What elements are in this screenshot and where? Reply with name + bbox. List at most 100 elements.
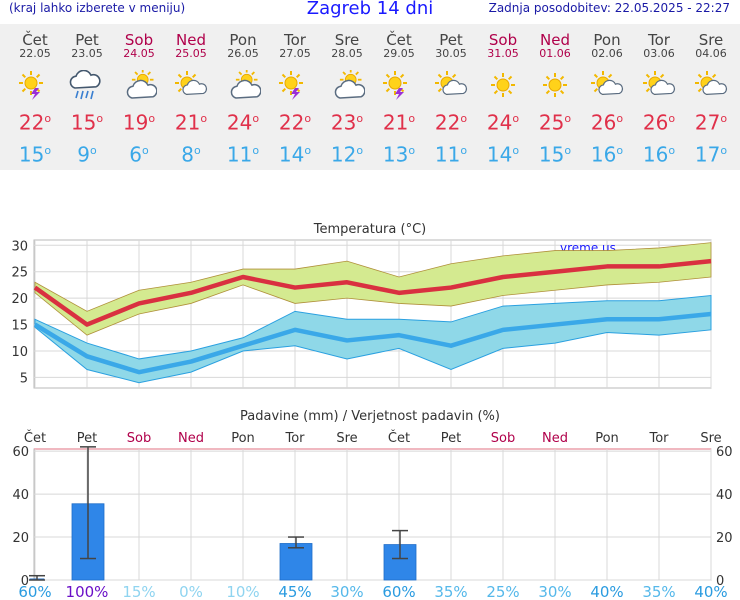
rain-tick-right: 40 (716, 488, 733, 503)
precip-probability: 45% (278, 583, 311, 600)
day-name: Tor (648, 31, 670, 49)
max-temp: 26o (642, 110, 676, 135)
partly-sunny-icon (435, 71, 468, 96)
thunderstorm-sun-icon (19, 71, 43, 100)
day-name: Sob (124, 31, 154, 49)
rain-day-label: Pet (77, 431, 97, 446)
thunderstorm-sun-icon (383, 71, 407, 100)
precip-probability: 100% (66, 583, 109, 600)
day-name: Pon (229, 31, 257, 49)
max-temp: 21o (174, 110, 208, 135)
temp-tick-label: 5 (20, 371, 28, 386)
temp-tick-label: 10 (11, 345, 28, 360)
day-date: 31.05 (487, 47, 519, 60)
day-column: Sob 24.05 19o 6o (113, 32, 165, 165)
day-name: Ned (176, 31, 206, 49)
day-name: Pon (593, 31, 621, 49)
rain-tick-left: 60 (12, 445, 29, 460)
min-temp: 9o (77, 142, 97, 167)
day-column: Ned 01.06 25o 15o (529, 32, 581, 165)
temp-tick-label: 25 (11, 266, 28, 281)
precip-probability: 15% (122, 583, 155, 600)
rain-day-label: Čet (24, 430, 46, 446)
min-temp: 11o (226, 142, 260, 167)
last-update: Zadnja posodobitev: 22.05.2025 - 22:27 (488, 1, 730, 15)
day-column: Pon 02.06 26o 16o (581, 32, 633, 165)
rain-day-label: Pet (441, 431, 461, 446)
day-date: 01.06 (539, 47, 571, 60)
day-date: 02.06 (591, 47, 623, 60)
day-name: Čet (22, 31, 48, 49)
rain-chart-title: Padavine (mm) / Verjetnost padavin (%) (240, 409, 500, 424)
day-name: Čet (386, 31, 412, 49)
rain-day-label: Sob (127, 431, 151, 446)
rain-day-label: Pon (231, 431, 255, 446)
min-temp: 11o (434, 142, 468, 167)
sun-behind-cloud-icon (126, 70, 157, 99)
day-name: Sre (698, 31, 724, 49)
rain-day-label: Tor (284, 431, 305, 446)
max-temp: 23o (330, 110, 364, 135)
precip-probability: 35% (434, 583, 467, 600)
max-temp: 22o (434, 110, 468, 135)
temp-chart-title: Temperatura (°C) (313, 222, 426, 237)
day-name: Pet (439, 31, 463, 49)
rain-day-label: Ned (178, 431, 204, 446)
day-column: Čet 22.05 22o 15o (9, 32, 61, 165)
precip-probability: 30% (330, 583, 363, 600)
day-date: 23.05 (71, 47, 103, 60)
sun-icon (543, 73, 567, 97)
day-date: 25.05 (175, 47, 207, 60)
day-name: Ned (540, 31, 570, 49)
precip-probability: 60% (18, 583, 51, 600)
min-temp: 12o (330, 142, 364, 167)
day-date: 28.05 (331, 47, 363, 60)
day-name: Pet (75, 31, 99, 49)
precip-probability: 30% (538, 583, 571, 600)
rain-day-label: Sre (700, 431, 721, 446)
min-temp: 15o (538, 142, 572, 167)
day-column: Sre 28.05 23o 12o (321, 32, 373, 165)
precip-probability: 10% (226, 583, 259, 600)
max-temp: 22o (18, 110, 52, 135)
day-column: Ned 25.05 21o 8o (165, 32, 217, 165)
max-temp-line (33, 258, 712, 327)
max-temp: 26o (590, 110, 624, 135)
min-temp-line (33, 311, 712, 375)
max-temp: 24o (486, 110, 520, 135)
precip-probability: 0% (179, 583, 203, 600)
temp-tick-label: 15 (11, 319, 28, 334)
min-temp: 14o (486, 142, 520, 167)
day-date: 29.05 (383, 47, 415, 60)
rain-plot-area (33, 448, 712, 581)
partly-sunny-icon (175, 71, 208, 96)
min-temp: 15o (18, 142, 52, 167)
location-hint[interactable]: (kraj lahko izberete v meniju) (9, 1, 186, 15)
rain-tick-right: 0 (716, 574, 724, 589)
forecast-strip (0, 24, 740, 170)
max-temp: 22o (278, 110, 312, 135)
day-column: Pet 23.05 15o 9o (61, 32, 113, 165)
day-date: 30.05 (435, 47, 467, 60)
day-date: 04.06 (695, 47, 727, 60)
min-temp: 16o (590, 142, 624, 167)
rain-day-label: Čet (388, 430, 410, 446)
day-column: Sre 04.06 27o 17o (685, 32, 737, 165)
rain-tick-right: 60 (716, 445, 733, 460)
day-column: Čet 29.05 21o 13o (373, 32, 425, 165)
rain-cloud-icon (69, 70, 101, 100)
max-temp: 25o (538, 110, 572, 135)
rain-day-label: Sob (491, 431, 515, 446)
precip-bar (279, 543, 313, 581)
partly-sunny-icon (591, 71, 624, 96)
rain-day-label: Ned (542, 431, 568, 446)
day-name: Sob (488, 31, 518, 49)
day-date: 22.05 (19, 47, 51, 60)
rain-day-label: Tor (648, 431, 669, 446)
max-temp: 21o (382, 110, 416, 135)
sun-icon (491, 73, 515, 97)
precip-probability: 60% (382, 583, 415, 600)
day-date: 26.05 (227, 47, 259, 60)
min-temp: 17o (694, 142, 728, 167)
